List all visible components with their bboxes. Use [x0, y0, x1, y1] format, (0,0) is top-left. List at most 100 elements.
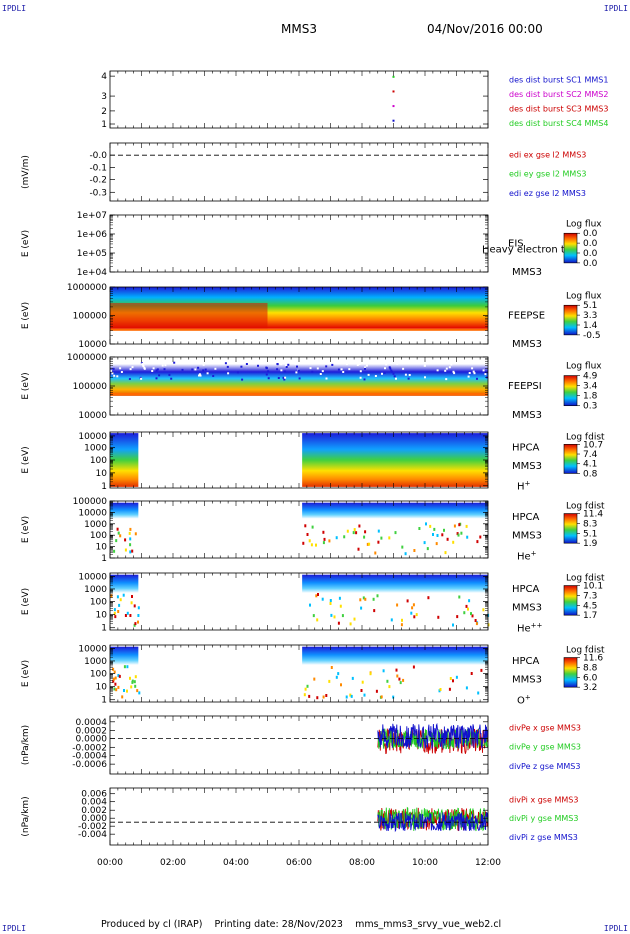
colorbar-tick-label: 3.3	[583, 311, 597, 321]
instrument-label: HPCA	[512, 656, 540, 667]
hpca-he-sparse-pixel	[311, 525, 314, 529]
hpca-o-sparse-pixel	[449, 677, 452, 680]
x-tick-label: 08:00	[349, 858, 375, 868]
feepsi-noise-pixel	[297, 369, 300, 372]
hpca-o-sparse-pixel	[118, 674, 121, 678]
hpca-he2-sparse-pixel	[415, 613, 418, 617]
feepsi-noise-pixel	[163, 368, 166, 371]
hpca-he-sparse-pixel	[315, 543, 317, 547]
feepsi-noise-pixel	[202, 362, 205, 365]
feepsi-noise-pixel	[484, 373, 487, 376]
footer: Produced by cl (IRAP) Printing date: 28/…	[101, 919, 501, 930]
hpca-he-sparse-pixel	[343, 535, 346, 539]
hpca-he2-sparse-pixel	[359, 598, 362, 602]
hpca-o-sparse-pixel	[313, 677, 316, 681]
hpca-o-sparse-pixel	[126, 665, 129, 669]
hpca-he-sparse-pixel	[374, 551, 377, 555]
hpca-he-sparse-pixel	[436, 534, 439, 537]
hpca-he2-sparse-pixel	[137, 606, 140, 610]
species-label: O+	[517, 694, 531, 707]
hpca-he-sparse-pixel	[357, 547, 360, 551]
species-charge: +	[531, 550, 537, 558]
hpca-he-sparse-pixel	[418, 527, 421, 530]
legend-entry: divPe z gse MMS3	[509, 762, 580, 771]
hpca-he2-sparse-pixel	[467, 607, 469, 611]
y-tick-label: 0.0004	[76, 718, 108, 728]
hpca-o-sparse-pixel	[412, 665, 415, 669]
hpca-he2-sparse-pixel	[406, 599, 409, 603]
feepsi-noise-pixel	[445, 367, 448, 370]
feepsi-noise-pixel	[325, 377, 328, 380]
hpca-he-sparse-pixel	[304, 524, 307, 528]
feepsi-noise-pixel	[128, 378, 131, 380]
hpca-he2-sparse-pixel	[339, 604, 342, 608]
hpca-he2-sparse-pixel	[117, 610, 120, 613]
feepsi-noise-pixel	[116, 375, 119, 378]
hpca-he2-sparse-pixel	[452, 623, 454, 627]
feepsi-noise-pixel	[365, 364, 368, 367]
y-axis-label: (nPa/km)	[21, 796, 31, 836]
hpca-o-sparse-pixel	[340, 683, 342, 687]
corner-label-bottom-right: IPDLI	[603, 924, 628, 933]
feepsi-noise-pixel	[450, 363, 453, 366]
hpca-he2-sparse-pixel	[437, 615, 440, 619]
feepsi-noise-pixel	[197, 366, 200, 369]
feepsi-noise-pixel	[364, 367, 366, 370]
hpca-he-sparse-pixel	[115, 539, 118, 543]
hpca-o-sparse-pixel	[114, 682, 117, 686]
hpca-o-sparse-pixel	[113, 670, 116, 674]
hpca-he2-spectrogram	[302, 574, 488, 593]
colorbar-tick-label: 6.0	[583, 673, 598, 683]
hpca-he2-sparse-pixel	[122, 593, 125, 597]
hpca-he2-sparse-pixel	[119, 598, 122, 602]
feepsi-noise-pixel	[363, 378, 366, 381]
hpca-o-sparse-pixel	[455, 675, 458, 679]
y-tick-label: 1000	[84, 520, 107, 530]
hpca-he2-sparse-pixel	[321, 597, 324, 601]
feepsi-noise-pixel	[473, 372, 476, 375]
hpca-he2-sparse-pixel	[362, 596, 365, 600]
x-tick-label: 02:00	[160, 858, 186, 868]
feepsi-noise-pixel	[287, 363, 290, 366]
feepsi-noise-pixel	[285, 366, 288, 368]
hpca-he-sparse-pixel	[363, 535, 366, 539]
species-label: H+	[517, 480, 531, 493]
hpca-he2-sparse-pixel	[413, 615, 416, 619]
feepsi-noise-pixel	[140, 377, 143, 380]
hpca-o-sparse-pixel	[349, 693, 352, 697]
y-axis-label: E (eV)	[21, 372, 31, 399]
feepsi-noise-pixel	[445, 378, 448, 381]
hpca-o-sparse-pixel	[322, 695, 325, 699]
hpca-he-sparse-pixel	[128, 531, 131, 535]
y-tick-label: 1	[101, 554, 107, 564]
feepsi-noise-pixel	[359, 370, 362, 373]
hpca-he2-sparse-pixel	[131, 595, 133, 598]
hpca-he-sparse-pixel	[328, 539, 331, 543]
feepsi-noise-pixel	[393, 375, 396, 378]
spacecraft-label: MMS3	[512, 531, 542, 542]
hpca-he2-sparse-pixel	[330, 613, 333, 617]
hpca-he-sparse-pixel	[129, 537, 132, 541]
feepsi-noise-pixel	[181, 368, 184, 371]
feepsi-noise-pixel	[374, 375, 377, 377]
hpca-he-sparse-pixel	[476, 540, 479, 544]
y-tick-label: 10	[96, 543, 108, 553]
hpca-he-sparse-pixel	[388, 536, 391, 540]
instrument-label: HPCA	[512, 584, 540, 595]
hpca-he-sparse-pixel	[368, 542, 371, 546]
hpca-he-sparse-pixel	[131, 549, 134, 553]
feepsi-noise-pixel	[224, 362, 227, 365]
spacecraft-label: MMS3	[512, 675, 542, 686]
hpca-o-sparse-pixel	[306, 684, 309, 688]
feepsi-noise-pixel	[342, 371, 345, 373]
hpca-he2-sparse-pixel	[110, 594, 113, 598]
hpca-he-sparse-pixel	[458, 523, 461, 527]
feepsi-noise-pixel	[424, 376, 426, 379]
y-tick-label: 100	[90, 670, 107, 680]
hpca-he2-sparse-pixel	[475, 622, 478, 626]
hpca-he2-sparse-pixel	[349, 622, 352, 626]
hpca-o-sparse-pixel	[121, 695, 124, 699]
x-tick-label: 06:00	[286, 858, 312, 868]
hpca-o-sparse-pixel	[399, 681, 402, 685]
